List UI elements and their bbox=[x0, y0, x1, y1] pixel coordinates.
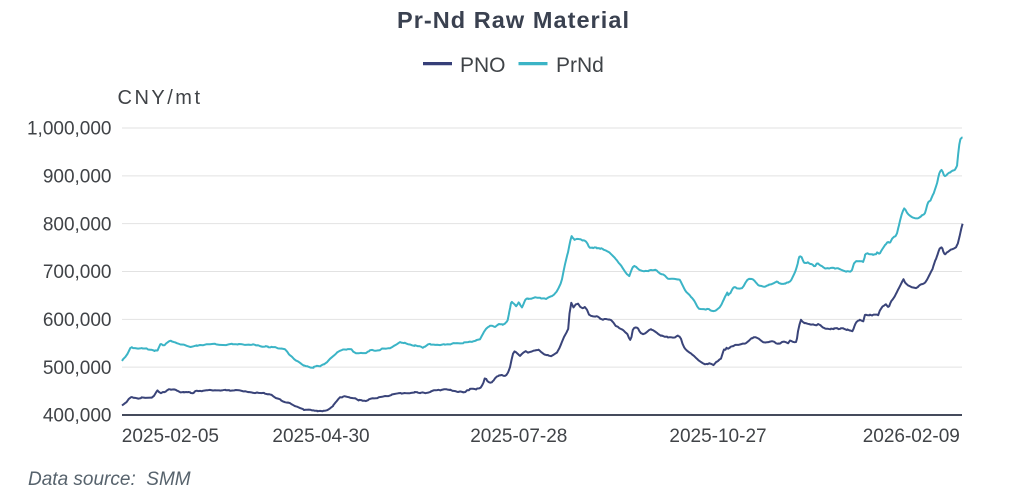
svg-text:600,000: 600,000 bbox=[43, 310, 112, 331]
svg-text:400,000: 400,000 bbox=[43, 406, 112, 427]
svg-text:900,000: 900,000 bbox=[43, 166, 112, 187]
svg-text:2025-07-28: 2025-07-28 bbox=[470, 426, 567, 447]
svg-text:CNY/mt: CNY/mt bbox=[118, 87, 203, 109]
svg-text:2025-02-05: 2025-02-05 bbox=[122, 426, 219, 447]
svg-text:PrNd: PrNd bbox=[556, 54, 604, 77]
svg-text:Data source: SMM: Data source: SMM bbox=[28, 469, 191, 490]
svg-text:Pr-Nd Raw Material: Pr-Nd Raw Material bbox=[397, 7, 630, 33]
svg-text:2025-04-30: 2025-04-30 bbox=[272, 426, 369, 447]
svg-text:700,000: 700,000 bbox=[43, 262, 112, 283]
svg-text:2025-10-27: 2025-10-27 bbox=[669, 426, 766, 447]
svg-text:PNO: PNO bbox=[460, 54, 506, 77]
svg-text:500,000: 500,000 bbox=[43, 358, 112, 379]
svg-text:800,000: 800,000 bbox=[43, 214, 112, 235]
svg-text:1,000,000: 1,000,000 bbox=[27, 119, 112, 140]
svg-text:2026-02-09: 2026-02-09 bbox=[863, 426, 960, 447]
